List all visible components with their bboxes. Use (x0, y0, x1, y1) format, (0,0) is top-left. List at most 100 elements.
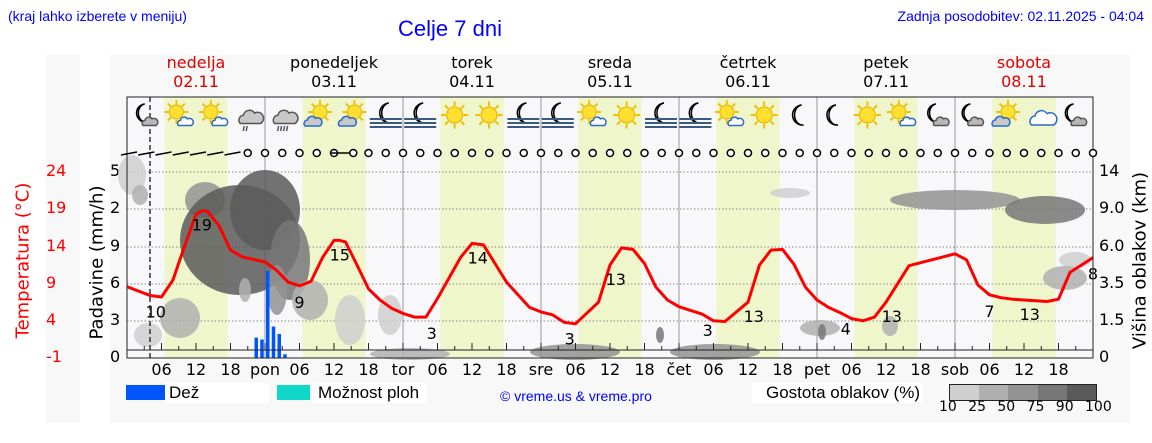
x-tick-label: 06 (565, 360, 586, 379)
moon-fog-icon (404, 102, 437, 128)
density-step (1008, 385, 1038, 400)
sun-grey-cloud-icon (303, 100, 332, 127)
day-date: 02.11 (173, 72, 219, 91)
density-tick: 50 (997, 399, 1016, 415)
density-step (979, 385, 1009, 400)
moon-icon (791, 104, 804, 126)
x-tick-label: 12 (323, 360, 345, 379)
sun-icon (475, 101, 503, 129)
axis-tick-label: 14 (1099, 161, 1120, 180)
svg-text:13: 13 (606, 270, 626, 289)
day-header: petek 07.11 (826, 53, 946, 91)
density-tick: 75 (1026, 399, 1045, 415)
x-tick-label: 12 (1013, 360, 1035, 379)
density-tick: 100 (1085, 399, 1112, 415)
x-tick-label: 12 (737, 360, 759, 379)
moon-fog-icon (369, 102, 402, 128)
sun-cloud-icon (198, 100, 229, 127)
moon-icon (826, 104, 839, 126)
day-header: torek 04.11 (412, 53, 532, 91)
svg-text:14: 14 (468, 248, 488, 267)
x-tick-label: 12 (461, 360, 483, 379)
axis-tick-label: 2 (110, 198, 121, 217)
day-name: ponedeljek (290, 53, 378, 72)
x-tick-label: 18 (358, 360, 379, 379)
x-tick-label: 06 (289, 360, 310, 379)
rain-legend-label: Dež (165, 383, 269, 403)
x-tick-label: sob (940, 360, 970, 379)
x-tick-label: 18 (496, 360, 517, 379)
svg-text:15: 15 (330, 245, 350, 264)
moon-cloud-icon (1064, 103, 1088, 127)
axis-tick-label: 6 (110, 273, 121, 292)
axis-tick-label: 14 (46, 236, 67, 255)
moon-fog-icon (507, 102, 540, 128)
density-tick: 25 (968, 399, 987, 415)
x-tick-label: sre (528, 360, 554, 379)
day-name: torek (451, 53, 493, 72)
axis-tick-label: 24 (46, 161, 67, 180)
x-tick-label: 18 (910, 360, 931, 379)
density-step (1066, 385, 1097, 400)
day-name: četrtek (719, 53, 777, 72)
x-tick-label: 18 (220, 360, 241, 379)
day-header: ponedeljek 03.11 (274, 53, 394, 91)
sun-cloud-icon (577, 100, 607, 127)
credit-link[interactable]: © vreme.us & vreme.pro (500, 388, 652, 404)
sun-icon (750, 101, 778, 129)
svg-text:19: 19 (192, 216, 212, 235)
cloud-density-scale (949, 384, 1097, 401)
density-step (1037, 385, 1067, 400)
day-name: nedelja (166, 53, 226, 72)
cloud-icon (1029, 109, 1058, 126)
x-tick-label: 06 (979, 360, 1000, 379)
svg-text:3: 3 (565, 329, 575, 348)
svg-text:4: 4 (841, 320, 851, 339)
day-header: nedelja 02.11 (136, 53, 256, 91)
x-tick-label: pet (803, 360, 831, 379)
day-date: 08.11 (1001, 72, 1047, 91)
axis-tick-label: 0 (110, 347, 121, 366)
day-date: 05.11 (587, 72, 633, 91)
axis-tick-label: 9 (46, 273, 57, 292)
x-tick-label: 06 (841, 360, 862, 379)
temp-axis-panel (46, 55, 80, 423)
svg-text:10: 10 (146, 303, 166, 322)
rain-cloud-icon (238, 109, 265, 132)
x-tick-label: 18 (772, 360, 793, 379)
axis-tick-label: 6.0 (1099, 236, 1125, 255)
day-date: 04.11 (449, 72, 495, 91)
x-tick-label: 12 (599, 360, 621, 379)
axis-tick-label: 9.0 (1099, 198, 1125, 217)
day-date: 03.11 (311, 72, 357, 91)
x-tick-label: pon (249, 360, 281, 379)
last-updated: Zadnja posodobitev: 02.11.2025 - 04:04 (897, 8, 1144, 24)
page-title: Celje 7 dni (398, 16, 502, 41)
axis-tick-label: 9 (110, 236, 121, 255)
axis-tick-label: 3 (110, 310, 121, 329)
sun-cloud-icon (714, 100, 745, 127)
location-hint[interactable]: (kraj lahko izberete v meniju) (8, 8, 187, 24)
cloud-density-ticks: 10 25 50 75 90 100 (939, 399, 1112, 419)
x-tick-label: 06 (703, 360, 724, 379)
moon-cloud-icon (961, 103, 985, 127)
day-header: četrtek 06.11 (688, 53, 808, 91)
svg-text:9: 9 (294, 293, 304, 312)
day-name: sreda (587, 53, 633, 72)
x-tick-label: 06 (151, 360, 172, 379)
sun-icon (853, 101, 881, 129)
x-tick-label: 18 (634, 360, 655, 379)
moon-cloud-icon (927, 103, 950, 127)
svg-text:7: 7 (984, 302, 994, 321)
rain-legend-swatch (126, 385, 176, 400)
cloud-density-label: Gostota oblakov (%) (752, 383, 922, 403)
day-date: 06.11 (725, 72, 771, 91)
showers-legend-label: Možnost ploh (312, 383, 426, 403)
sun-grey-cloud-icon (337, 100, 367, 127)
sun-icon (441, 101, 469, 129)
x-tick-label: 18 (1048, 360, 1069, 379)
x-tick-label: 12 (875, 360, 897, 379)
svg-text:13: 13 (882, 307, 902, 326)
day-header: sreda 05.11 (550, 53, 670, 91)
